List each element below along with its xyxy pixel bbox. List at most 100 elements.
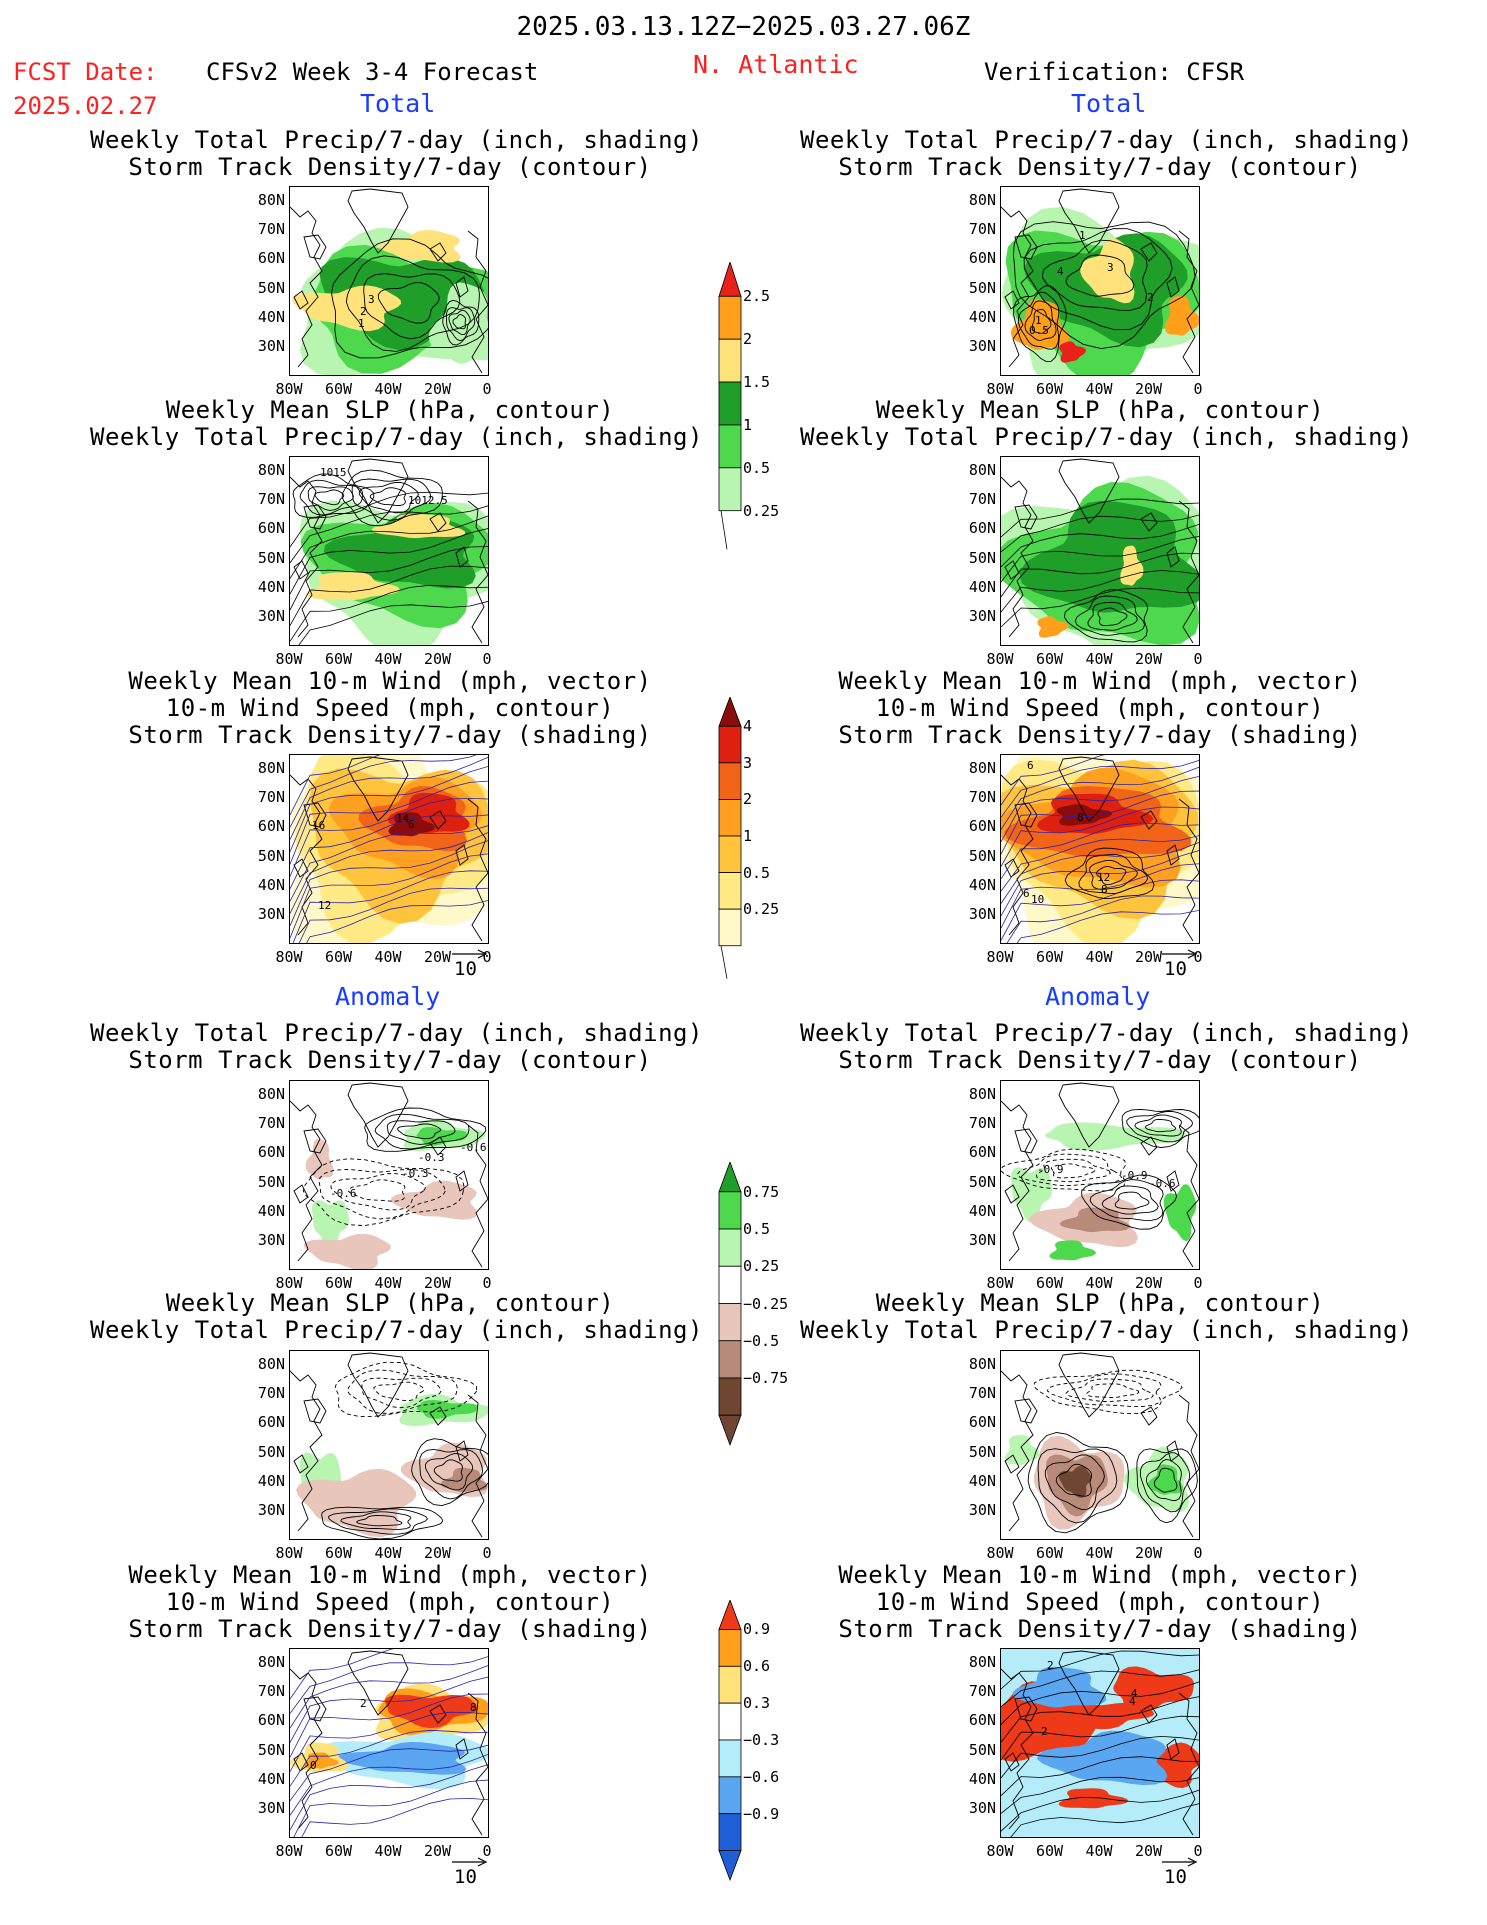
lon-label: 60W <box>1036 1544 1064 1562</box>
lat-label: 70N <box>257 1384 285 1403</box>
lon-label: 40W <box>374 1274 402 1292</box>
shaded-area <box>1147 1464 1183 1495</box>
contours <box>321 1438 488 1539</box>
contours <box>1033 1369 1183 1414</box>
lat-label: 80N <box>257 1355 285 1373</box>
lat-label: 70N <box>257 490 285 509</box>
contour-label: 0 <box>310 1759 317 1772</box>
contour-label: 6 <box>408 818 415 831</box>
lat-label: 50N <box>968 1442 996 1461</box>
lat-label: 60N <box>257 249 285 268</box>
contour-label: -0.6 <box>1149 1177 1176 1190</box>
colorbar-label: −0.9 <box>743 1804 780 1823</box>
lat-label: 40N <box>257 1471 285 1490</box>
panel-title-p5: Weekly Mean SLP (hPa, contour) Weekly Tot… <box>90 1289 703 1344</box>
lat-label: 30N <box>257 1799 285 1817</box>
lat-label: 40N <box>257 577 285 596</box>
lon-label: 20W <box>1135 1842 1163 1860</box>
contours <box>1063 589 1149 643</box>
map-verification-anomaly-precip-storm: -0.9 -0.9 -0.6 <box>1000 1080 1200 1270</box>
lat-label: 60N <box>257 1711 285 1730</box>
lat-label: 70N <box>257 220 285 239</box>
colorbar-label: 2 <box>743 330 753 349</box>
contours <box>292 469 443 527</box>
shaded-area <box>378 230 461 263</box>
contour-label: 16 <box>312 819 325 832</box>
colorbar-label: 0.5 <box>743 458 771 477</box>
lon-label: 40W <box>374 1842 402 1860</box>
contour-label: 1 <box>1079 229 1086 242</box>
contour-label: 4 <box>1131 1687 1138 1700</box>
contour-label: -0.6 <box>460 1141 487 1154</box>
lat-label: 50N <box>257 846 285 865</box>
colorbar-label: 0.3 <box>743 1694 771 1713</box>
lon-label: 20W <box>424 1842 452 1860</box>
shaded-area <box>1120 545 1144 586</box>
map-forecast-total-wind-storm: 16 12 14 6 <box>289 754 489 944</box>
map-verification-total-wind-storm: 6 8 12 8 10 6 <box>1000 754 1200 944</box>
lon-label: 80W <box>275 1274 303 1292</box>
section-anomaly-right: Anomaly <box>1045 982 1151 1011</box>
panel-title-v5: Weekly Mean SLP (hPa, contour) Weekly Tot… <box>800 1289 1413 1344</box>
lat-label: 60N <box>968 519 996 538</box>
shaded-area <box>305 1138 334 1180</box>
lon-label: 20W <box>1135 948 1163 966</box>
lon-label: 60W <box>1036 1274 1064 1292</box>
lon-label: 80W <box>986 650 1014 668</box>
contour-label: 6 <box>1027 759 1034 772</box>
lon-label: 20W <box>424 1274 452 1292</box>
lon-label: 80W <box>986 948 1014 966</box>
lon-label: 60W <box>325 1544 353 1562</box>
colorbar-label: −0.75 <box>743 1368 789 1387</box>
panel-title-p1: Weekly Total Precip/7-day (inch, shading… <box>90 126 703 181</box>
contours <box>1013 221 1196 362</box>
lat-label: 80N <box>968 191 996 209</box>
shaded-area <box>1010 299 1070 350</box>
colorbar-storm_anom <box>718 1600 742 1882</box>
colorbar-label: 0.75 <box>743 1182 780 1201</box>
lat-label: 80N <box>968 1355 996 1373</box>
lon-label: 0 <box>1193 948 1203 966</box>
shaded-area <box>311 1200 350 1249</box>
lon-label: 80W <box>986 1842 1014 1860</box>
panel-title-v4: Weekly Total Precip/7-day (inch, shading… <box>800 1019 1413 1074</box>
lat-label: 60N <box>968 249 996 268</box>
lat-label: 30N <box>257 607 285 625</box>
contour-label: 2 <box>1041 1725 1048 1738</box>
lat-label: 30N <box>968 905 996 923</box>
lon-label: 40W <box>1085 1274 1113 1292</box>
lat-label: 40N <box>968 1769 996 1788</box>
lon-label: 80W <box>275 650 303 668</box>
colorbar-label: −0.5 <box>743 1331 780 1350</box>
shaded-area <box>1059 341 1086 363</box>
coastline <box>1001 188 1199 374</box>
colorbar-label: −0.3 <box>743 1731 780 1749</box>
lat-label: 80N <box>968 759 996 777</box>
coastline <box>290 1082 488 1268</box>
colorbar-label: 0.25 <box>743 900 780 919</box>
lat-label: 30N <box>257 1501 285 1519</box>
lon-label: 40W <box>1085 650 1113 668</box>
contour-label: -0.3 <box>418 1151 445 1164</box>
colorbar-storm_total <box>718 697 742 979</box>
contour-label: 4 <box>1057 265 1064 278</box>
colorbar-label: 4 <box>743 717 753 736</box>
shaded-area <box>388 812 435 837</box>
contour-label: 12 <box>1097 871 1110 884</box>
lon-label: 60W <box>1036 380 1064 398</box>
lat-label: 80N <box>257 191 285 209</box>
lat-label: 50N <box>257 548 285 567</box>
shaded-area <box>303 1233 391 1269</box>
coastline <box>290 188 488 374</box>
panel-title-p4: Weekly Total Precip/7-day (inch, shading… <box>90 1019 703 1074</box>
contour-label: 14 <box>396 812 410 825</box>
lat-label: 80N <box>257 1085 285 1103</box>
map-forecast-total-slp-precip: 1015 1012.5 <box>289 456 489 646</box>
lat-label: 80N <box>968 1085 996 1103</box>
shaded-area <box>1058 1788 1129 1809</box>
lat-label: 40N <box>257 1201 285 1220</box>
streamlines <box>290 1649 488 1837</box>
lat-label: 60N <box>257 1413 285 1432</box>
lat-label: 60N <box>257 519 285 538</box>
